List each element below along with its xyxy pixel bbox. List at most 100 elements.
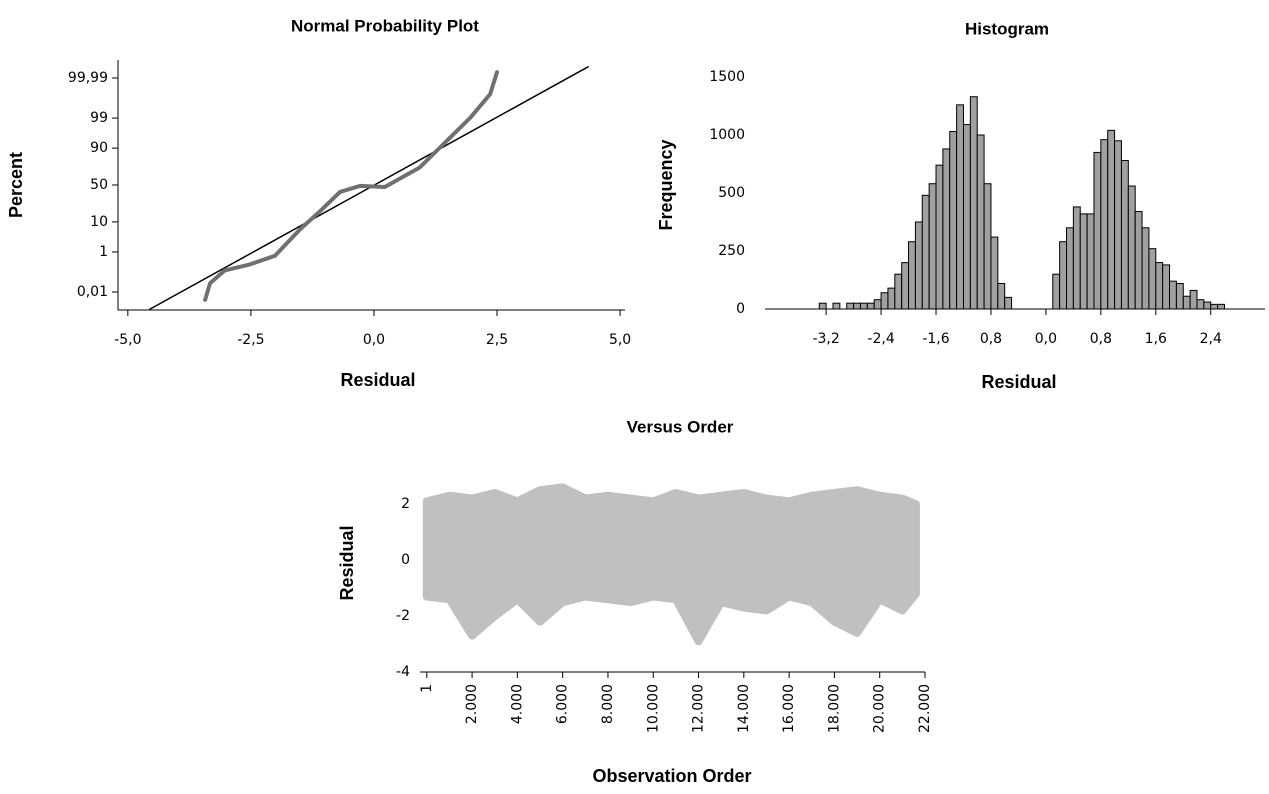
bar (956, 104, 964, 310)
bar (818, 302, 827, 310)
bar (949, 131, 958, 310)
bar (1072, 206, 1081, 310)
bar (1175, 282, 1184, 310)
bar (880, 292, 889, 310)
bar (1182, 295, 1191, 310)
bar (976, 134, 985, 310)
bar (908, 241, 916, 310)
y-tick-label: 1500 (709, 69, 745, 85)
bar (1100, 139, 1109, 310)
bar (921, 194, 930, 310)
x-tick-label: 22.000 (917, 684, 933, 733)
y-tick-label: 0 (736, 301, 745, 317)
x-tick-label: -3,2 (812, 331, 839, 347)
bar (1141, 227, 1150, 310)
y-axis-title: Frequency (656, 139, 676, 230)
x-tick-label: 2,5 (486, 332, 508, 348)
y-tick-label: 0,01 (77, 284, 108, 300)
bar (1127, 185, 1136, 310)
bar (1155, 262, 1164, 310)
bar (873, 299, 882, 310)
y-tick-label: 1 (99, 244, 108, 260)
bar (942, 148, 951, 310)
y-tick-label: 50 (90, 177, 108, 193)
bar (1210, 303, 1219, 310)
chart-title: Normal Probability Plot (291, 16, 479, 35)
y-tick-label: 99,99 (68, 70, 108, 86)
x-axis-title: Observation Order (592, 766, 751, 786)
x-tick-label: 2,4 (1200, 331, 1222, 347)
x-tick-label: -1,6 (922, 331, 949, 347)
bar (1086, 213, 1095, 310)
x-axis-title: Residual (981, 372, 1056, 392)
x-tick-label: 2.000 (464, 684, 480, 724)
bar (1079, 213, 1088, 310)
y-tick-label: 99 (90, 110, 108, 126)
x-axis-title: Residual (340, 370, 415, 390)
bar (1169, 280, 1177, 310)
bar (969, 96, 978, 310)
x-tick-label: 0,8 (980, 331, 1002, 347)
y-tick-label: 90 (90, 140, 108, 156)
x-tick-label: 5,0 (609, 332, 631, 348)
x-tick-label: 18.000 (826, 684, 842, 733)
x-tick-label: 16.000 (781, 684, 797, 733)
bar (1114, 140, 1122, 310)
bar (1120, 160, 1129, 310)
x-tick-label: 0,0 (363, 332, 385, 348)
bar (1107, 129, 1116, 310)
bar (935, 164, 944, 310)
y-tick-label: 500 (718, 185, 745, 201)
bar (832, 302, 841, 310)
bar (887, 287, 896, 310)
bar (1196, 299, 1205, 310)
y-tick-label: -4 (396, 664, 410, 680)
y-tick-label: -2 (396, 608, 410, 624)
x-tick-label: 4.000 (509, 684, 525, 724)
bar (1148, 248, 1157, 310)
y-tick-label: 250 (718, 243, 745, 259)
x-tick-label: -5,0 (114, 332, 141, 348)
x-tick-label: 14.000 (736, 684, 752, 733)
x-tick-label: 0,8 (1090, 331, 1112, 347)
bar (1217, 303, 1225, 310)
bar (1052, 273, 1061, 310)
bar (997, 282, 1006, 310)
bar (928, 183, 937, 310)
y-tick-label: 1000 (709, 127, 745, 143)
chart-title: Versus Order (627, 417, 734, 436)
x-tick-label: 1,6 (1145, 331, 1167, 347)
y-axis-title: Percent (6, 152, 26, 218)
x-tick-label: -2,5 (237, 332, 264, 348)
x-tick-label: 20.000 (872, 684, 888, 733)
bar (990, 236, 999, 310)
x-tick-label: -2,4 (867, 331, 894, 347)
bar (894, 273, 903, 310)
bar (859, 302, 868, 310)
bar (962, 124, 971, 310)
bar (1189, 289, 1198, 310)
y-tick-label: 10 (90, 214, 108, 230)
bar (866, 302, 875, 310)
bar (1066, 227, 1074, 310)
residual-band (422, 483, 920, 646)
bar (1093, 151, 1102, 310)
x-tick-label: 12.000 (691, 684, 707, 733)
bar (846, 302, 855, 310)
x-tick-label: 8.000 (600, 684, 616, 724)
y-tick-label: 0 (401, 552, 410, 568)
bar (1162, 264, 1171, 310)
bar (1134, 211, 1143, 310)
chart-title: Histogram (965, 19, 1049, 38)
x-tick-label: 10.000 (645, 684, 661, 733)
bar (914, 221, 923, 310)
x-tick-label: 1 (419, 684, 435, 693)
residual-line (203, 70, 500, 302)
bar (853, 302, 861, 310)
bar (1004, 296, 1013, 310)
y-tick-label: 2 (401, 496, 410, 512)
bar (1059, 241, 1068, 310)
x-tick-label: 6.000 (555, 684, 571, 724)
